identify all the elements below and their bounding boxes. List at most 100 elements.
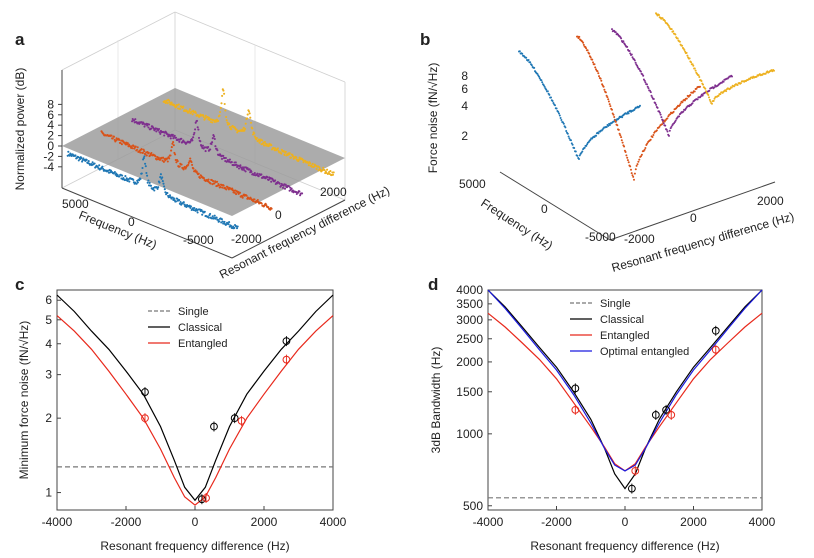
panel-d-series-line-optimal-entangled — [487, 289, 763, 472]
panel-b-y-tick-label: 4 — [461, 99, 468, 113]
panel-d-series — [487, 289, 763, 499]
panel-a-trace-point — [187, 161, 190, 164]
panel-b-trace-point — [586, 49, 589, 52]
panel-a-trace-point — [224, 156, 227, 160]
panel-b-trace-point — [668, 26, 671, 29]
panel-a-trace-point — [263, 144, 266, 147]
panel-d-x-tick-label: 2000 — [680, 515, 707, 529]
panel-b-trace-point — [574, 150, 577, 153]
panel-a-trace-point — [216, 180, 219, 183]
panel-b-trace-point — [668, 134, 670, 137]
panel-b-trace-point — [562, 122, 565, 125]
panel-a-trace-point — [245, 194, 248, 197]
panel-a-trace-point — [147, 151, 150, 154]
panel-a-trace-point — [180, 137, 183, 140]
panel-a-trace-point — [209, 212, 212, 215]
panel-b-trace-point — [595, 134, 598, 137]
panel-a-trace-point — [230, 225, 233, 228]
panel-b-trace-point — [668, 129, 671, 132]
panel-b-trace-point — [597, 132, 600, 135]
panel-b-trace-point — [708, 98, 711, 101]
panel-a-trace-point — [217, 119, 220, 122]
panel-a-trace-point — [235, 193, 238, 196]
panel-b-trace-point — [638, 68, 641, 70]
panel-a-trace-point — [225, 188, 228, 191]
panel-a-trace-point — [219, 110, 222, 114]
panel-b-trace-1 — [518, 50, 641, 160]
panel-a-trace-point — [159, 132, 162, 135]
panel-b-trace-point — [617, 117, 620, 120]
panel-a-trace-point — [169, 137, 172, 140]
panel-b-trace-point — [630, 172, 633, 175]
panel-d-data-point — [571, 384, 580, 393]
panel-b-trace-point — [639, 104, 641, 107]
panel-b-trace-point — [578, 158, 580, 160]
panel-b-trace-point — [582, 43, 585, 46]
panel-b-trace-point — [554, 104, 556, 107]
panel-b-trace-point — [555, 107, 558, 110]
panel-a-trace-point — [326, 168, 329, 171]
panel-a-trace-point — [219, 186, 222, 189]
panel-b-trace-point — [582, 41, 585, 44]
panel-b-trace-point — [567, 135, 570, 138]
panel-a-trace-point — [157, 156, 160, 159]
panel-a-trace-point — [332, 171, 335, 174]
panel-b-trace-point — [576, 35, 579, 38]
panel-b-trace-point — [613, 116, 616, 118]
panel-a-trace-point — [179, 200, 182, 204]
panel-a-trace-point — [252, 200, 255, 203]
panel-b-trace-point — [656, 106, 659, 109]
panel-a-trace-point — [301, 192, 304, 195]
panel-a-trace-point — [191, 163, 194, 166]
panel-a-trace-point — [166, 160, 169, 163]
panel-b-trace-point — [693, 67, 696, 70]
panel-c-series-line-classical — [56, 294, 334, 502]
panel-a-trace-point — [266, 176, 269, 179]
panel-b-trace-point — [614, 31, 617, 34]
panel-a-trace-point — [315, 167, 318, 171]
panel-a-trace-point — [140, 148, 143, 151]
panel-a-trace-point — [101, 165, 104, 168]
panel-a-trace-point — [257, 138, 260, 141]
panel-a-trace-point — [155, 130, 158, 133]
panel-b-trace-point — [646, 85, 649, 88]
panel-a-trace-point — [255, 136, 258, 140]
panel-a-trace-point — [216, 149, 219, 152]
panel-a-letter: a — [15, 30, 25, 49]
panel-a-trace-point — [172, 197, 176, 200]
panel-b-trace-point — [628, 50, 631, 52]
panel-b-trace-point — [604, 91, 607, 94]
panel-b-trace-point — [566, 132, 569, 135]
panel-a-trace-point — [204, 150, 207, 153]
panel-b-trace-point — [614, 120, 617, 123]
panel-a-trace-point — [246, 117, 249, 120]
panel-a-trace-point — [221, 186, 224, 189]
panel-b-trace-point — [541, 81, 544, 84]
panel-b-trace-point — [711, 102, 713, 105]
panel-a-trace-point — [215, 216, 218, 219]
panel-b-trace-point — [529, 61, 532, 64]
panel-b-trace-point — [649, 138, 652, 141]
panel-a-trace-point — [150, 151, 153, 155]
panel-a-trace-point — [166, 157, 169, 160]
panel-b-trace-point — [626, 45, 629, 48]
panel-a-y-tick-label: 4 — [47, 118, 54, 132]
panel-d-legend-label: Single — [600, 298, 631, 310]
panel-b-trace-point — [518, 50, 521, 53]
panel-a-trace-point — [189, 140, 192, 143]
panel-b-trace-point — [658, 111, 661, 114]
panel-a-trace-point — [191, 139, 194, 142]
panel-a-trace-point — [204, 114, 207, 117]
panel-a-trace-point — [154, 155, 157, 158]
panel-a-trace-point — [170, 149, 173, 152]
panel-a-trace-point — [174, 136, 178, 139]
panel-b-trace-point — [622, 40, 625, 43]
panel-b-trace-point — [618, 132, 621, 135]
panel-a-trace-point — [242, 167, 245, 170]
panel-c-ticks: -4000 -2000 0 2000 4000 1 2 3 4 5 6 — [42, 293, 347, 529]
panel-a-trace-point — [267, 206, 270, 209]
panel-a-trace-point — [135, 148, 139, 151]
panel-a-trace-point — [222, 89, 225, 92]
